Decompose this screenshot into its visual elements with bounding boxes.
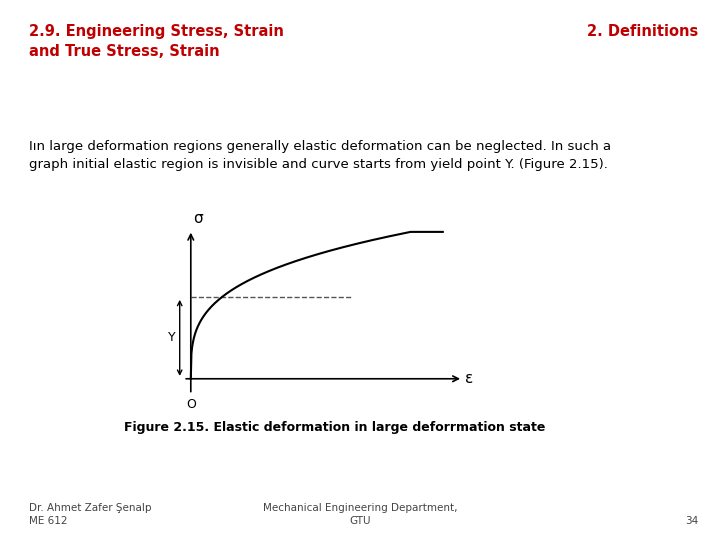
Text: σ: σ (193, 211, 203, 226)
Text: Figure 2.15. Elastic deformation in large deforrmation state: Figure 2.15. Elastic deformation in larg… (124, 421, 546, 434)
Text: Dr. Ahmet Zafer Şenalp
ME 612: Dr. Ahmet Zafer Şenalp ME 612 (29, 503, 151, 526)
Text: 34: 34 (685, 516, 698, 526)
Text: 2. Definitions: 2. Definitions (587, 24, 698, 39)
Text: Iın large deformation regions generally elastic deformation can be neglected. In: Iın large deformation regions generally … (29, 140, 611, 171)
Text: ε: ε (465, 372, 474, 386)
Text: Mechanical Engineering Department,
GTU: Mechanical Engineering Department, GTU (263, 503, 457, 526)
Text: Y: Y (168, 332, 176, 345)
Text: 2.9. Engineering Stress, Strain
and True Stress, Strain: 2.9. Engineering Stress, Strain and True… (29, 24, 284, 59)
Text: O: O (186, 397, 196, 410)
